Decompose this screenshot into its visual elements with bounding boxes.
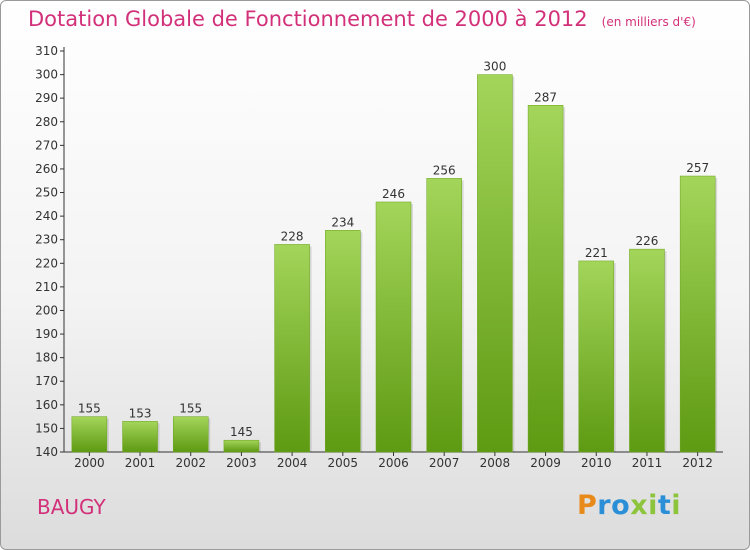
y-tick-label: 270 xyxy=(35,138,58,152)
bar xyxy=(426,178,462,453)
title-unit: (en milliers d'€) xyxy=(601,15,696,29)
x-tick-label: 2001 xyxy=(125,456,156,470)
x-tick-label: 2012 xyxy=(682,456,713,470)
y-tick-label: 210 xyxy=(35,280,58,294)
bars xyxy=(71,74,718,453)
data-label: 287 xyxy=(534,90,557,104)
labels: 2000 155 2001 153 2002 155 2003 145 2004 228 2005 2… xyxy=(74,60,713,470)
bar xyxy=(679,175,716,453)
x-tick-label: 2002 xyxy=(175,456,206,470)
commune-name: BAUGY xyxy=(37,495,106,519)
y-tick-label: 250 xyxy=(35,186,58,200)
chart-title: Dotation Globale de Fonctionnement de 20… xyxy=(28,7,696,31)
x-tick-label: 2000 xyxy=(74,456,105,470)
x-tick-label: 2006 xyxy=(378,456,409,470)
data-label: 226 xyxy=(636,234,659,248)
bar xyxy=(274,244,310,453)
data-label: 153 xyxy=(129,406,152,420)
data-label: 145 xyxy=(230,425,253,439)
data-label: 155 xyxy=(179,402,202,416)
title-text: Dotation Globale de Fonctionnement de 20… xyxy=(28,7,588,31)
bar xyxy=(71,416,108,453)
y-tick-label: 200 xyxy=(35,303,58,317)
x-tick-label: 2010 xyxy=(581,456,612,470)
x-tick-label: 2011 xyxy=(632,456,663,470)
data-label: 246 xyxy=(382,187,405,201)
y-tick-label: 140 xyxy=(35,445,58,459)
y-tick-label: 190 xyxy=(35,327,58,341)
bar xyxy=(172,416,209,453)
y-tick-label: 240 xyxy=(35,209,58,223)
data-label: 257 xyxy=(686,161,709,175)
data-label: 300 xyxy=(483,60,506,74)
x-tick-label: 2004 xyxy=(277,456,308,470)
data-label: 221 xyxy=(585,246,608,260)
bar xyxy=(477,74,513,453)
y-tick-label: 170 xyxy=(35,374,58,388)
y-tick-label: 230 xyxy=(35,233,58,247)
data-label: 155 xyxy=(78,402,101,416)
x-tick-label: 2005 xyxy=(328,456,359,470)
y-tick-label: 260 xyxy=(35,162,58,176)
bar xyxy=(122,421,158,453)
bar xyxy=(325,230,361,453)
y-tick-label: 220 xyxy=(35,256,58,270)
bar xyxy=(629,248,665,453)
x-tick-label: 2007 xyxy=(429,456,460,470)
axes: 140 150 160 170 180 190 200 210 220 230 240 250 260 2… xyxy=(35,44,723,459)
x-tick-label: 2009 xyxy=(530,456,561,470)
x-tick-label: 2008 xyxy=(480,456,511,470)
y-tick-label: 310 xyxy=(35,44,58,58)
y-tick-label: 300 xyxy=(35,68,58,82)
x-tick-label: 2003 xyxy=(226,456,257,470)
y-tick-label: 280 xyxy=(35,115,58,129)
y-tick-label: 180 xyxy=(35,351,58,365)
bar xyxy=(578,260,615,453)
bar xyxy=(223,439,260,453)
proxiti-logo[interactable]: Proxiti xyxy=(577,490,682,521)
data-label: 228 xyxy=(281,229,304,243)
y-tick-label: 150 xyxy=(35,421,58,435)
bar xyxy=(375,201,412,453)
data-label: 256 xyxy=(433,163,456,177)
data-label: 234 xyxy=(331,215,354,229)
bar xyxy=(527,105,564,453)
y-tick-label: 160 xyxy=(35,398,58,412)
y-tick-label: 290 xyxy=(35,91,58,105)
